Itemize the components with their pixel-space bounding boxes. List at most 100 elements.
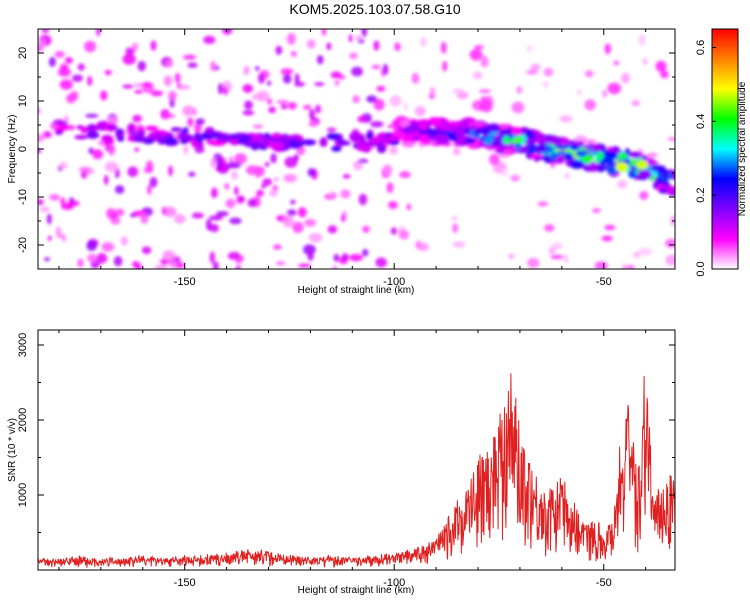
heatmap-cell — [223, 86, 228, 96]
heatmap-cell — [284, 156, 298, 168]
heatmap-cell — [580, 155, 594, 163]
heatmap-cell — [242, 84, 254, 93]
y-tick-label: 20 — [17, 47, 29, 59]
heatmap-cell — [526, 45, 532, 52]
heatmap-cell — [59, 162, 68, 170]
x-tick-label: -50 — [596, 276, 612, 288]
heatmap-cell — [341, 253, 349, 261]
heatmap-cell — [286, 33, 296, 45]
heatmap-cell — [282, 74, 292, 84]
snr-x-axis-label: Height of straight line (km) — [298, 585, 415, 596]
heatmap-cell — [275, 45, 283, 55]
heatmap-cell — [154, 264, 168, 269]
heatmap-cell — [370, 121, 384, 128]
heatmap-cell — [104, 69, 112, 76]
heatmap-cell — [54, 51, 65, 58]
heatmap-cell — [503, 148, 514, 155]
heatmap-cell — [270, 153, 277, 164]
heatmap-cell — [489, 153, 500, 166]
heatmap-cell — [38, 148, 42, 154]
heatmap-cell — [140, 213, 149, 224]
heatmap-cell — [298, 263, 312, 268]
heatmap-cell — [617, 179, 628, 189]
heatmap-cell — [187, 62, 198, 68]
heatmap-cell — [180, 138, 189, 145]
heatmap-cell — [168, 165, 173, 177]
heatmap-cell — [294, 81, 305, 87]
heatmap-cell — [544, 224, 555, 232]
heatmap-cell — [116, 136, 125, 142]
heatmap-cell — [537, 201, 549, 207]
heatmap-cell — [450, 215, 458, 221]
heatmap-cell — [340, 189, 351, 199]
heatmap-cell — [103, 174, 109, 185]
heatmap-cell — [209, 215, 224, 221]
heatmap-cell — [162, 250, 176, 262]
y-tick-label: 0 — [17, 146, 29, 152]
heatmap-cell — [145, 125, 159, 131]
heatmap-cell — [210, 60, 217, 72]
heatmap-cell — [418, 134, 429, 145]
heatmap-cell — [60, 197, 66, 206]
heatmap-cell — [637, 169, 653, 179]
colorbar: 0.0 0.2 0.4 0.6 Normalized spectral amplitu… — [695, 28, 748, 277]
heatmap-cell — [389, 146, 398, 155]
heatmap-cell — [166, 60, 174, 68]
heatmap-cell — [287, 102, 297, 110]
heatmap-cell — [48, 56, 56, 67]
snr-x-ticks: -150 -100 -50 — [58, 330, 647, 589]
heatmap-cell — [307, 168, 316, 177]
heatmap-cell — [66, 93, 76, 104]
heatmap-cell — [275, 261, 286, 266]
heatmap-cell — [585, 139, 597, 144]
heatmap-cell — [403, 101, 408, 112]
heatmap-cell — [216, 211, 229, 217]
heatmap-cell — [125, 47, 135, 56]
heatmap-cell — [192, 107, 197, 116]
heatmap-cell — [57, 67, 71, 77]
heatmap-cell — [400, 120, 410, 127]
heatmap-cell — [390, 227, 398, 235]
heatmap-cell — [487, 125, 501, 133]
heatmap-cell — [375, 257, 388, 268]
heatmap-cell — [458, 120, 468, 130]
heatmap-cell — [613, 60, 620, 66]
heatmap-cell — [191, 212, 204, 219]
heatmap-cell — [543, 67, 554, 77]
heatmap-cell — [231, 170, 238, 180]
heatmap-cell — [100, 90, 108, 101]
heatmap-cell — [478, 89, 491, 94]
x-tick-label: -150 — [174, 577, 196, 589]
heatmap-cell — [134, 147, 140, 152]
y-tick-label: -10 — [17, 189, 29, 205]
heatmap-cell — [178, 132, 189, 139]
heatmap-cell — [132, 135, 149, 143]
y-tick-label: 10 — [17, 95, 29, 107]
heatmap-cell — [254, 66, 260, 71]
heatmap-cell — [357, 158, 369, 164]
heatmap-cell — [464, 138, 477, 144]
heatmap-cell — [570, 144, 579, 151]
heatmap-cell — [429, 87, 436, 95]
heatmap-cell — [376, 143, 387, 154]
heatmap-cell — [307, 251, 314, 261]
heatmap-cell — [319, 137, 328, 148]
heatmap-cell — [328, 191, 338, 198]
heatmap-cell — [584, 99, 596, 111]
heatmap-cell — [243, 66, 250, 75]
heatmap-cell — [335, 137, 345, 144]
heatmap-cell — [174, 214, 186, 224]
heatmap-cell — [354, 135, 365, 141]
heatmap-cell — [321, 29, 327, 36]
heatmap-cell — [86, 240, 97, 252]
heatmap-cell — [621, 72, 630, 84]
heatmap-cell — [418, 242, 429, 252]
heatmap-cell — [357, 115, 366, 123]
heatmap-cell — [259, 145, 268, 150]
heatmap-cell — [280, 68, 294, 75]
heatmap-cell — [362, 248, 369, 257]
heatmap-cell — [633, 251, 641, 259]
heatmap-cell — [87, 75, 93, 86]
heatmap-cell — [251, 94, 263, 101]
heatmap-cell — [154, 133, 162, 141]
